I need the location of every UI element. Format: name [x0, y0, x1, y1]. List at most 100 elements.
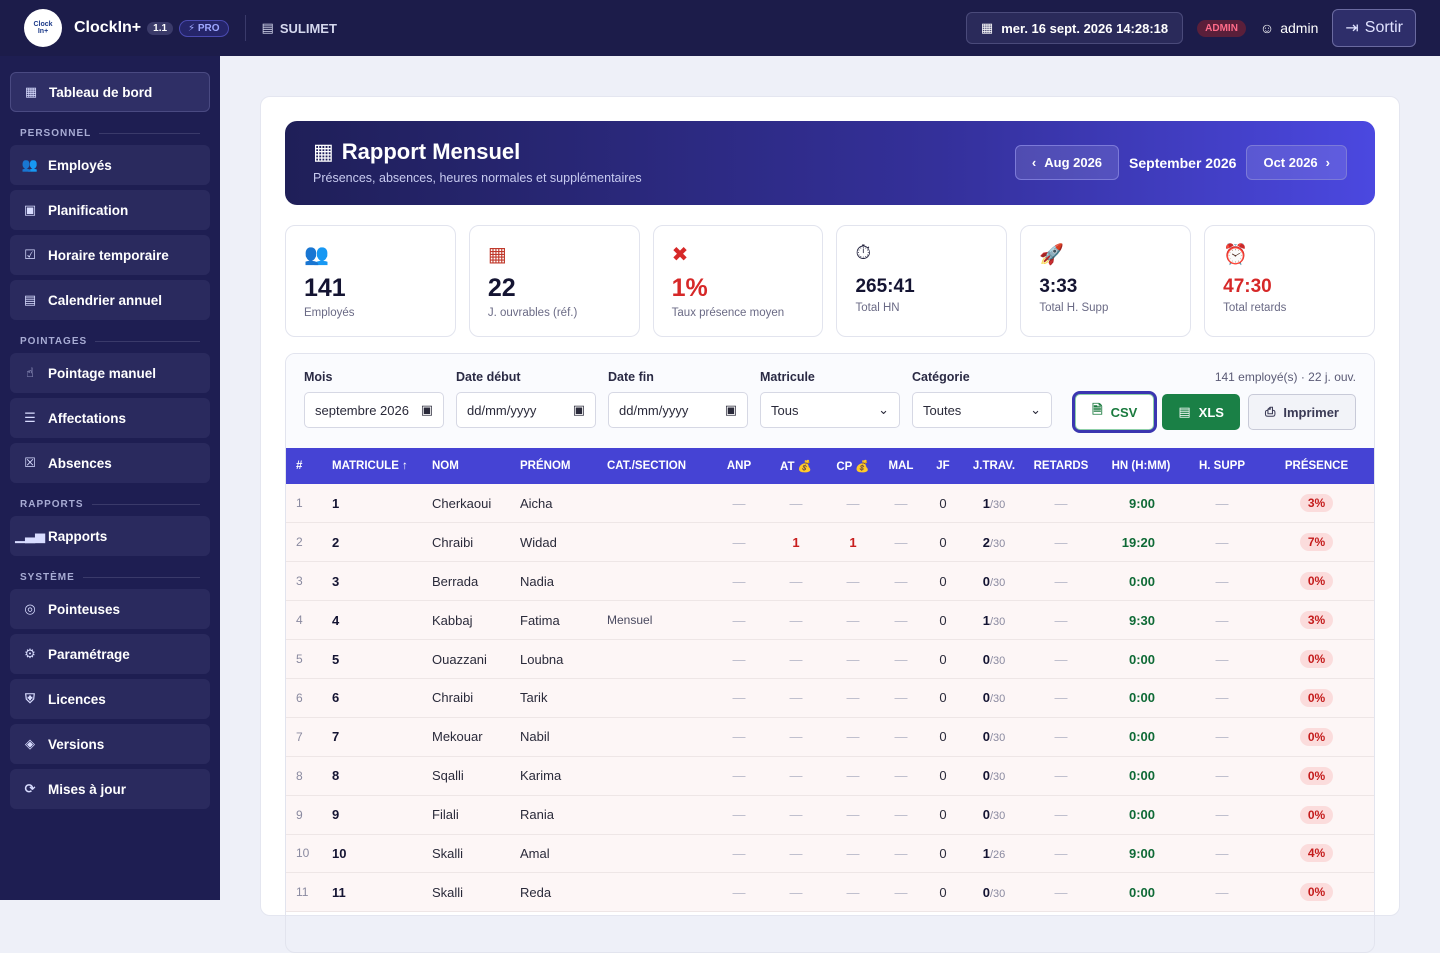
table-row[interactable]: 5 5 Ouazzani Loubna — — — — 0 0/30 — 0:00 — 0%: [286, 639, 1374, 679]
cell-nom: Berrada: [432, 573, 479, 589]
cell-hn: 0:00: [1128, 729, 1155, 745]
sidebar-item-affectations[interactable]: ☰ Affectations: [10, 398, 210, 438]
sidebar-item-employes[interactable]: 👥 Employés: [10, 145, 210, 185]
cell-hsupp: —: [1215, 534, 1229, 550]
sliders-icon: ☰: [24, 410, 36, 425]
table-row[interactable]: 9 9 Filali Rania — — — — 0 0/30 — 0:00 — 0%: [286, 795, 1374, 835]
cell-prenom: Aicha: [520, 495, 553, 511]
sidebar-item-parametrage[interactable]: ⚙ Paramétrage: [10, 634, 210, 674]
col-index: #: [296, 460, 303, 472]
col-categorie[interactable]: CAT./SECTION: [607, 460, 687, 472]
calendar-icon: ▣: [420, 402, 433, 417]
cell-retards: —: [1054, 807, 1068, 823]
cell-categorie: [601, 640, 713, 679]
table-body: 1 1 Cherkaoui Aicha — — — —0 1/30—9:00—3% 2 2 Chrai…: [286, 484, 1374, 912]
cell-jtrav: 0/30: [982, 690, 1006, 706]
chevron-down-icon: ⌄: [1030, 402, 1041, 417]
presence-badge: 3%: [1299, 494, 1334, 513]
month-input[interactable]: septembre 2026 ▣: [304, 392, 444, 428]
cell-jf: 0: [939, 807, 947, 823]
sidebar-item-planification[interactable]: ▣ Planification: [10, 190, 210, 230]
table-row[interactable]: 11 11 Skalli Reda — — — — 0 0/30 — 0:00 — 0%: [286, 872, 1374, 912]
xls-export-button[interactable]: ▤ XLS: [1162, 394, 1240, 430]
cell-presence: 4%: [1259, 834, 1374, 873]
categorie-select[interactable]: Toutes ⌄: [912, 392, 1052, 428]
table-row[interactable]: 4 4 Kabbaj Fatima Mensuel — — — — 0 1/30 — 9:30 — 3%: [286, 600, 1374, 640]
cell-prenom: Nabil: [520, 729, 550, 745]
user-menu[interactable]: ☺ admin: [1259, 20, 1319, 36]
sidebar-item-maj[interactable]: ⟳ Mises à jour: [10, 769, 210, 809]
cell-prenom: Widad: [520, 534, 557, 550]
dashboard-icon: ▦: [24, 84, 38, 99]
cell-hn: 19:20: [1121, 534, 1155, 550]
print-button[interactable]: ⎙ Imprimer: [1247, 394, 1356, 430]
cell-retards: —: [1054, 690, 1068, 706]
cell-index: 3: [296, 574, 303, 589]
cell-at: —: [789, 651, 803, 667]
page-subtitle: Présences, absences, heures normales et …: [313, 171, 642, 185]
table-row[interactable]: 7 7 Mekouar Nabil — — — — 0 0/30 — 0:00 — 0%: [286, 717, 1374, 757]
table-row[interactable]: 2 2 Chraibi Widad — 1 1 — 0 2/30 — 19:20 — 7%: [286, 522, 1374, 562]
cell-anp: —: [732, 845, 746, 861]
cell-presence: 0%: [1259, 756, 1374, 795]
sidebar-item-pointeuses[interactable]: ◎ Pointeuses: [10, 589, 210, 629]
cell-jtrav: 1/26: [982, 845, 1006, 861]
cell-matricule: 8: [332, 768, 340, 784]
sidebar-item-calendrier[interactable]: ▤ Calendrier annuel: [10, 280, 210, 320]
filter-date-debut: Date début dd/mm/yyyy ▣: [456, 370, 596, 432]
end-date-input[interactable]: dd/mm/yyyy ▣: [608, 392, 748, 428]
stats-row: 👥 141 Employés ▦ 22 J. ouvrables (réf.) …: [285, 225, 1375, 337]
sidebar-item-dashboard[interactable]: ▦ Tableau de bord: [10, 72, 210, 112]
sidebar-item-absences[interactable]: ☒ Absences: [10, 443, 210, 483]
presence-badge: 0%: [1299, 766, 1334, 785]
cell-retards: —: [1054, 768, 1068, 784]
start-date-input[interactable]: dd/mm/yyyy ▣: [456, 392, 596, 428]
col-presence: PRÉSENCE: [1284, 460, 1349, 472]
table-row[interactable]: 6 6 Chraibi Tarik — — — — 0 0/30 — 0:00 — 0%: [286, 678, 1374, 718]
col-nom[interactable]: NOM: [432, 460, 459, 472]
cell-jtrav: 0/30: [982, 807, 1006, 823]
table-row[interactable]: 3 3 Berrada Nadia — — — — 0 0/30 — 0:00 — 0%: [286, 561, 1374, 601]
cell-prenom: Loubna: [520, 651, 564, 667]
next-month-button[interactable]: Oct 2026 ›: [1246, 145, 1347, 180]
sidebar-item-pointage[interactable]: ☝ Pointage manuel: [10, 353, 210, 393]
cell-presence: 0%: [1259, 562, 1374, 601]
datetime-display: ▦ mer. 16 sept. 2026 14:28:18: [965, 12, 1184, 44]
matricule-select[interactable]: Tous ⌄: [760, 392, 900, 428]
cell-anp: —: [732, 884, 746, 900]
col-jtrav: J.TRAV.: [972, 460, 1016, 472]
prev-month-button[interactable]: ‹ Aug 2026: [1014, 145, 1120, 180]
cell-jf: 0: [939, 612, 947, 628]
col-matricule[interactable]: MATRICULE ↑: [332, 460, 408, 472]
report-table: # MATRICULE ↑ NOM PRÉNOM CAT./SECTION AN…: [286, 448, 1374, 912]
table-row[interactable]: 10 10 Skalli Amal — — — — 0 1/26 — 9:00 — 4%: [286, 834, 1374, 873]
stat-total-hsupp: 🚀 3:33 Total H. Supp: [1020, 225, 1192, 337]
sidebar-section-personnel: PERSONNEL: [20, 128, 200, 139]
csv-export-button[interactable]: 🗎 CSV: [1075, 394, 1155, 430]
sidebar-item-horaire[interactable]: ☑ Horaire temporaire: [10, 235, 210, 275]
sidebar-item-versions[interactable]: ◈ Versions: [10, 724, 210, 764]
gear-icon: ⚙: [24, 646, 36, 661]
hand-pointer-icon: ☝: [26, 365, 34, 380]
cell-jtrav: 1/30: [982, 612, 1006, 628]
logout-button[interactable]: ⇥ Sortir: [1332, 9, 1416, 47]
cell-hsupp: —: [1215, 768, 1229, 784]
calendar-icon: ▦: [980, 20, 994, 35]
cell-mal: —: [894, 845, 908, 861]
app-logo[interactable]: Clock In+: [24, 9, 62, 47]
cell-prenom: Fatima: [520, 612, 560, 628]
sidebar-item-rapports[interactable]: ▁▃▅ Rapports: [10, 516, 210, 556]
cell-index: 1: [296, 496, 303, 511]
table-row[interactable]: 1 1 Cherkaoui Aicha — — — — 0 1/30 — 9:00 — 3%: [286, 484, 1374, 523]
table-row[interactable]: 8 8 Sqalli Karima — — — — 0 0/30 — 0:00 — 0%: [286, 756, 1374, 796]
cell-retards: —: [1054, 495, 1068, 511]
report-table-panel: Mois septembre 2026 ▣ Date début dd/mm/y…: [285, 353, 1375, 953]
cell-prenom: Karima: [520, 768, 562, 784]
users-icon: 👥: [21, 157, 39, 172]
sidebar-item-licences[interactable]: ⛨ Licences: [10, 679, 210, 719]
col-prenom[interactable]: PRÉNOM: [520, 460, 571, 472]
cell-categorie: [601, 834, 713, 873]
refresh-icon: ⟳: [24, 781, 36, 796]
calendar-icon: ▣: [572, 402, 585, 417]
cell-retards: —: [1054, 845, 1068, 861]
